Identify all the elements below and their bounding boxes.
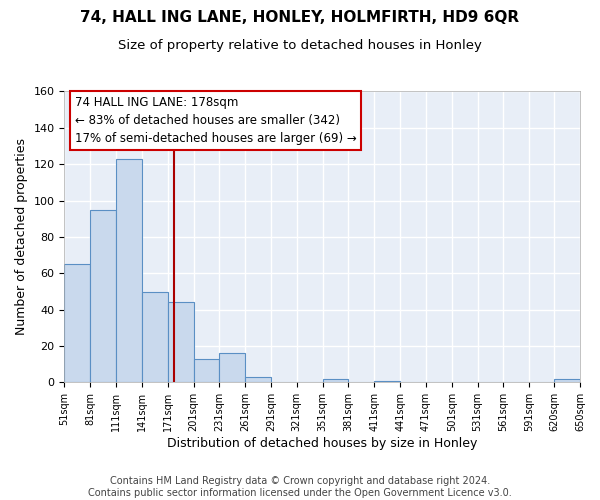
Bar [245,377,271,382]
Bar [90,210,116,382]
Text: 74, HALL ING LANE, HONLEY, HOLMFIRTH, HD9 6QR: 74, HALL ING LANE, HONLEY, HOLMFIRTH, HD… [80,10,520,25]
Bar [142,292,167,382]
Bar [374,380,400,382]
X-axis label: Distribution of detached houses by size in Honley: Distribution of detached houses by size … [167,437,478,450]
Bar [220,354,245,382]
Y-axis label: Number of detached properties: Number of detached properties [15,138,28,336]
Text: Size of property relative to detached houses in Honley: Size of property relative to detached ho… [118,39,482,52]
Bar [64,264,90,382]
Text: Contains HM Land Registry data © Crown copyright and database right 2024.
Contai: Contains HM Land Registry data © Crown c… [88,476,512,498]
Bar [554,379,580,382]
Bar [194,359,220,382]
Bar [116,159,142,382]
Bar [323,379,349,382]
Text: 74 HALL ING LANE: 178sqm
← 83% of detached houses are smaller (342)
17% of semi-: 74 HALL ING LANE: 178sqm ← 83% of detach… [75,96,356,145]
Bar [167,302,194,382]
